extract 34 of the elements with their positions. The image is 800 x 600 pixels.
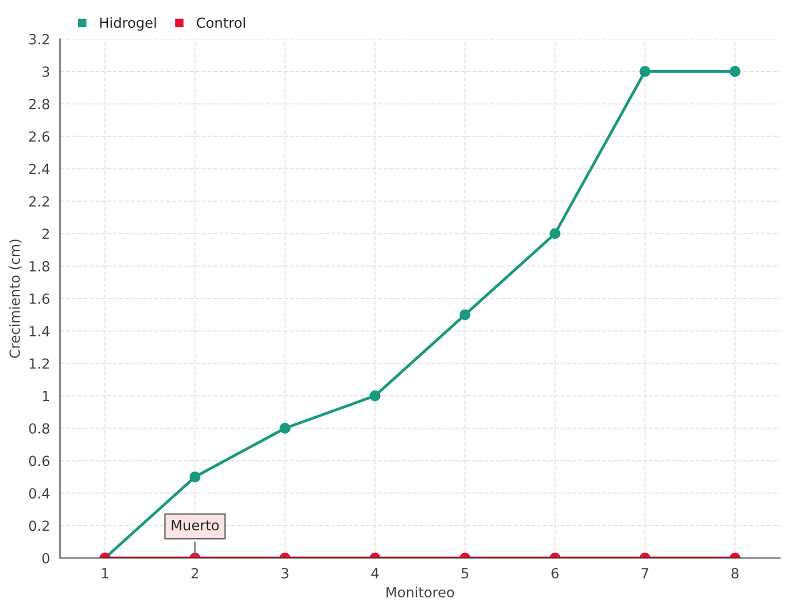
y-tick-label: 2.2 — [29, 196, 49, 206]
y-tick-label: 3 — [42, 66, 50, 77]
y-tick-label: 1.2 — [30, 358, 49, 369]
point — [730, 66, 740, 77]
x-tick-label: 5 — [462, 568, 468, 578]
y-tick-label: 2.8 — [29, 98, 50, 110]
x-tick-label: 2 — [192, 568, 198, 578]
x-tick-label: 4 — [371, 568, 379, 578]
x-tick-label: 3 — [282, 568, 288, 578]
point — [640, 66, 650, 77]
y-tick-label: 1 — [42, 390, 49, 402]
y-tick-label: 0.8 — [29, 423, 50, 434]
y-tick-label: 0 — [42, 552, 50, 564]
y-tick-label: 2.4 — [29, 164, 50, 174]
x-tick-label: 6 — [552, 568, 559, 578]
y-tick-label: 1.4 — [30, 326, 50, 336]
y-tick-label: 0.4 — [29, 488, 50, 499]
y-tick-label: 2 — [42, 228, 49, 239]
x-tick-label: 7 — [642, 568, 648, 578]
point — [460, 309, 470, 320]
y-axis-title: Crecimiento (cm) — [9, 240, 22, 358]
legend-label: Control — [196, 17, 245, 28]
x-axis-title: Monitoreo — [386, 586, 454, 598]
x-tick-label: 8 — [732, 568, 738, 578]
y-tick-label: 0.2 — [29, 520, 49, 532]
point — [550, 228, 560, 240]
x-tick-label: 1 — [102, 568, 108, 578]
y-tick-label: 2.6 — [29, 131, 50, 142]
y-tick-label: 3.2 — [29, 34, 49, 44]
y-tick-label: 1.8 — [30, 261, 50, 272]
legend-label: Hidrogel — [100, 17, 156, 31]
y-tick-label: 1.6 — [30, 293, 50, 304]
y-tick-label: 0.6 — [29, 456, 50, 466]
annotation: Muerto — [172, 520, 219, 530]
